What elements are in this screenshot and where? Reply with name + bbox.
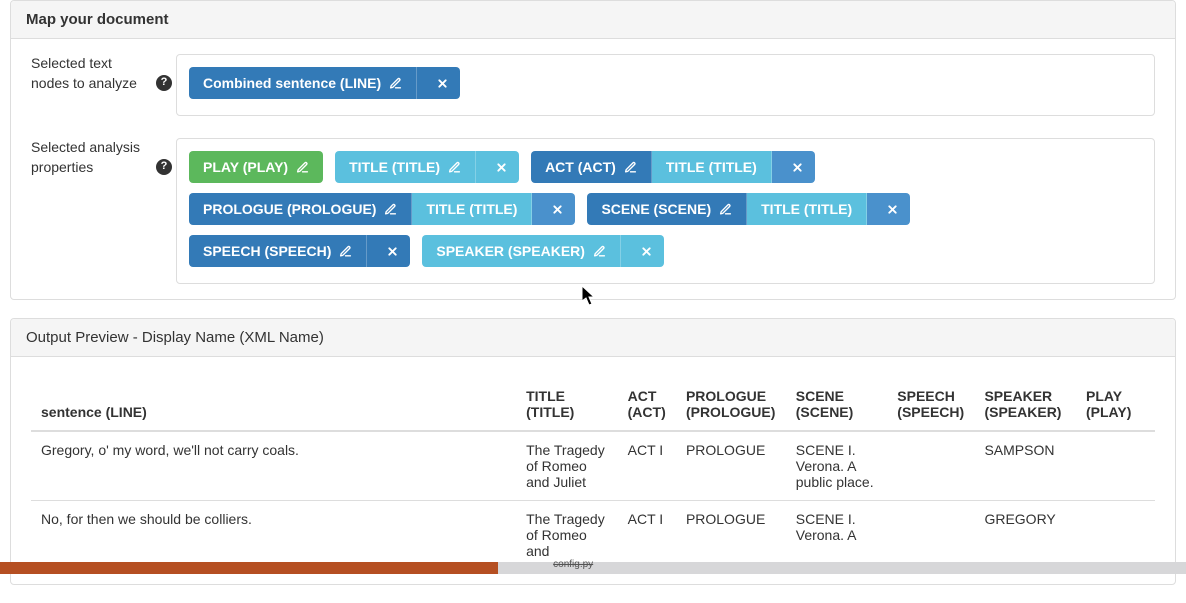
tag-segment[interactable]: SPEAKER (SPEAKER)	[422, 235, 621, 267]
edit-icon	[593, 245, 606, 258]
tag-remove-button[interactable]	[772, 151, 815, 183]
properties-label: Selected analysis properties	[31, 139, 140, 175]
tag-remove-button[interactable]	[621, 235, 664, 267]
table-cell	[887, 431, 974, 501]
table-cell: PROLOGUE	[676, 501, 786, 570]
text-nodes-well: Combined sentence (LINE)	[176, 54, 1155, 116]
tag-remove-button[interactable]	[417, 67, 460, 99]
table-cell: SCENE I. Verona. A public place.	[786, 431, 888, 501]
close-icon	[641, 246, 652, 257]
text-nodes-row: Selected text nodes to analyze ? Combine…	[31, 54, 1155, 116]
tag-remove-button[interactable]	[532, 193, 575, 225]
tag-segment[interactable]: Combined sentence (LINE)	[189, 67, 417, 99]
edit-icon	[339, 245, 352, 258]
tag-segment[interactable]: TITLE (TITLE)	[652, 151, 772, 183]
edit-icon	[296, 161, 309, 174]
table-cell	[1076, 431, 1155, 501]
tag-group: PROLOGUE (PROLOGUE) TITLE (TITLE)	[189, 193, 575, 225]
table-header-row: sentence (LINE)TITLE (TITLE)ACT (ACT)PRO…	[31, 378, 1155, 431]
close-icon	[887, 204, 898, 215]
close-icon	[387, 246, 398, 257]
tag-label: TITLE (TITLE)	[666, 159, 757, 175]
tag-segment[interactable]: PLAY (PLAY)	[189, 151, 323, 183]
table-header-cell: SPEAKER (SPEAKER)	[974, 378, 1076, 431]
table-cell: ACT I	[618, 501, 676, 570]
tag-label: SPEAKER (SPEAKER)	[436, 243, 585, 259]
edit-icon	[448, 161, 461, 174]
tag-remove-button[interactable]	[867, 193, 910, 225]
map-document-panel-body: Selected text nodes to analyze ? Combine…	[11, 39, 1175, 299]
map-document-panel-title: Map your document	[11, 1, 1175, 39]
table-cell: PROLOGUE	[676, 431, 786, 501]
tag-segment[interactable]: PROLOGUE (PROLOGUE)	[189, 193, 412, 225]
text-nodes-label-wrap: Selected text nodes to analyze ?	[31, 54, 176, 93]
table-header-cell: sentence (LINE)	[31, 378, 516, 431]
bottom-strip-grey: config.py	[498, 562, 1186, 574]
tag-group: PLAY (PLAY)	[189, 151, 323, 183]
table-header-cell: TITLE (TITLE)	[516, 378, 618, 431]
tag-segment[interactable]: TITLE (TITLE)	[335, 151, 476, 183]
tag-label: PROLOGUE (PROLOGUE)	[203, 201, 376, 217]
bottom-fragment-text: config.py	[553, 559, 593, 570]
tag-segment[interactable]: SCENE (SCENE)	[587, 193, 747, 225]
tag-group: ACT (ACT) TITLE (TITLE)	[531, 151, 815, 183]
table-cell: ACT I	[618, 431, 676, 501]
close-icon	[437, 78, 448, 89]
table-cell: Gregory, o' my word, we'll not carry coa…	[31, 431, 516, 501]
tag-segment[interactable]: SPEECH (SPEECH)	[189, 235, 367, 267]
tag-group: SPEAKER (SPEAKER)	[422, 235, 664, 267]
map-document-panel: Map your document Selected text nodes to…	[10, 0, 1176, 300]
tag-label: TITLE (TITLE)	[426, 201, 517, 217]
tag-label: Combined sentence (LINE)	[203, 75, 381, 91]
tag-group: TITLE (TITLE)	[335, 151, 519, 183]
help-icon[interactable]: ?	[156, 159, 172, 175]
edit-icon	[389, 77, 402, 90]
tag-label: TITLE (TITLE)	[349, 159, 440, 175]
text-nodes-label: Selected text nodes to analyze	[31, 55, 137, 91]
tag-group: Combined sentence (LINE)	[189, 67, 460, 99]
table-cell: No, for then we should be colliers.	[31, 501, 516, 570]
table-cell: The Tragedy of Romeo and Juliet	[516, 431, 618, 501]
tag-label: SCENE (SCENE)	[601, 201, 711, 217]
tag-label: SPEECH (SPEECH)	[203, 243, 331, 259]
properties-well: PLAY (PLAY) TITLE (TITLE) ACT (ACT) TITLE (…	[176, 138, 1155, 284]
table-header-cell: SCENE (SCENE)	[786, 378, 888, 431]
table-cell	[887, 501, 974, 570]
table-header-cell: PLAY (PLAY)	[1076, 378, 1155, 431]
bottom-strip: config.py	[0, 562, 1186, 574]
edit-icon	[719, 203, 732, 216]
help-icon[interactable]: ?	[156, 75, 172, 91]
table-cell	[1076, 501, 1155, 570]
table-cell: SCENE I. Verona. A	[786, 501, 888, 570]
table-cell: GREGORY	[974, 501, 1076, 570]
tag-group: SCENE (SCENE) TITLE (TITLE)	[587, 193, 910, 225]
tag-label: PLAY (PLAY)	[203, 159, 288, 175]
tag-segment[interactable]: TITLE (TITLE)	[747, 193, 867, 225]
tag-remove-button[interactable]	[367, 235, 410, 267]
output-preview-panel: Output Preview - Display Name (XML Name)…	[10, 318, 1176, 585]
table-header-cell: ACT (ACT)	[618, 378, 676, 431]
tag-label: TITLE (TITLE)	[761, 201, 852, 217]
edit-icon	[624, 161, 637, 174]
tag-segment[interactable]: ACT (ACT)	[531, 151, 652, 183]
output-preview-title: Output Preview - Display Name (XML Name)	[11, 319, 1175, 357]
properties-label-wrap: Selected analysis properties ?	[31, 138, 176, 177]
tag-label: ACT (ACT)	[545, 159, 616, 175]
table-header-cell: SPEECH (SPEECH)	[887, 378, 974, 431]
output-preview-body: sentence (LINE)TITLE (TITLE)ACT (ACT)PRO…	[11, 357, 1175, 584]
tag-remove-button[interactable]	[476, 151, 519, 183]
table-cell: SAMPSON	[974, 431, 1076, 501]
properties-row: Selected analysis properties ? PLAY (PLA…	[31, 138, 1155, 284]
table-row: Gregory, o' my word, we'll not carry coa…	[31, 431, 1155, 501]
tag-group: SPEECH (SPEECH)	[189, 235, 410, 267]
bottom-strip-orange	[0, 562, 498, 574]
close-icon	[552, 204, 563, 215]
close-icon	[496, 162, 507, 173]
table-header-cell: PROLOGUE (PROLOGUE)	[676, 378, 786, 431]
edit-icon	[384, 203, 397, 216]
output-preview-table: sentence (LINE)TITLE (TITLE)ACT (ACT)PRO…	[31, 378, 1155, 569]
close-icon	[792, 162, 803, 173]
tag-segment[interactable]: TITLE (TITLE)	[412, 193, 532, 225]
